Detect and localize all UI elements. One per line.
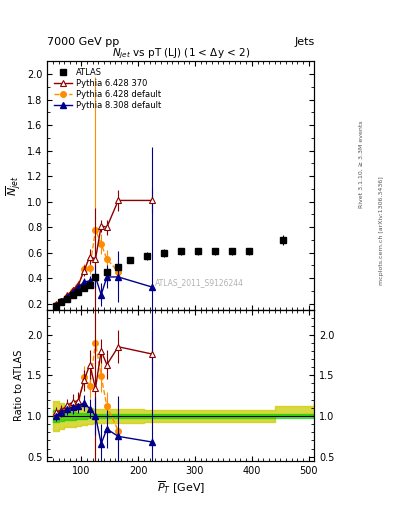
Text: Rivet 3.1.10, ≥ 3.3M events: Rivet 3.1.10, ≥ 3.3M events	[359, 120, 364, 208]
Text: Jets: Jets	[294, 36, 314, 47]
Text: mcplots.cern.ch [arXiv:1306.3436]: mcplots.cern.ch [arXiv:1306.3436]	[379, 176, 384, 285]
Y-axis label: Ratio to ATLAS: Ratio to ATLAS	[14, 350, 24, 421]
Y-axis label: $\overline{N}_{jet}$: $\overline{N}_{jet}$	[5, 176, 24, 196]
X-axis label: $\overline{P}_T$ [GeV]: $\overline{P}_T$ [GeV]	[157, 480, 205, 497]
Title: $N_{jet}$ vs pT (LJ) (1 < $\Delta$y < 2): $N_{jet}$ vs pT (LJ) (1 < $\Delta$y < 2)	[112, 47, 250, 61]
Text: 7000 GeV pp: 7000 GeV pp	[47, 36, 119, 47]
Text: ATLAS_2011_S9126244: ATLAS_2011_S9126244	[155, 278, 244, 287]
Legend: ATLAS, Pythia 6.428 370, Pythia 6.428 default, Pythia 8.308 default: ATLAS, Pythia 6.428 370, Pythia 6.428 de…	[51, 66, 164, 113]
